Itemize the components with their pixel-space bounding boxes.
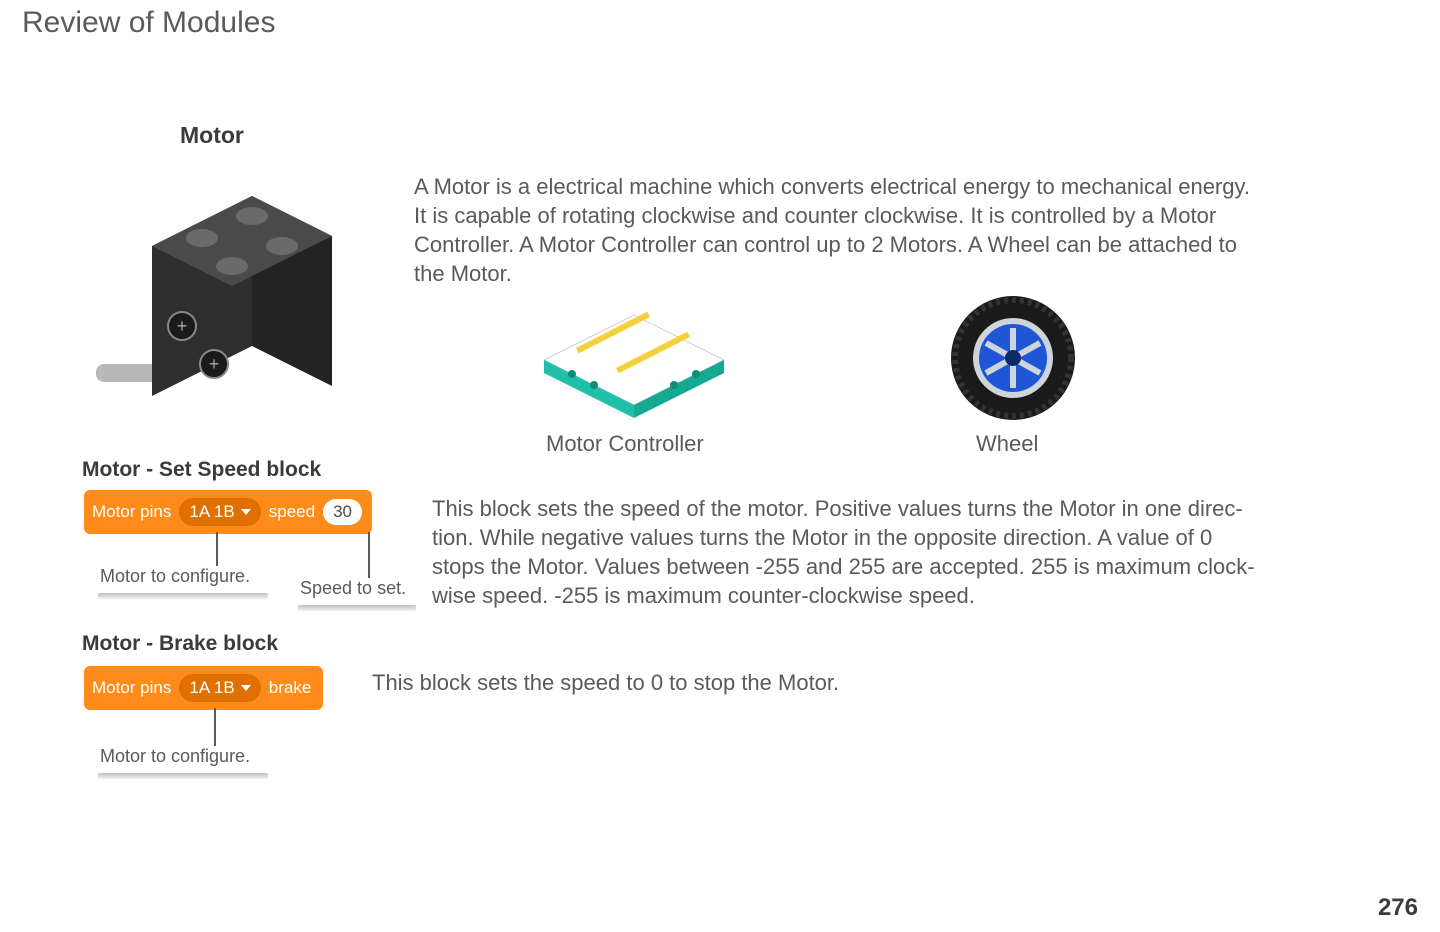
motor-illustration: + + bbox=[82, 166, 362, 446]
set-speed-block: Motor pins 1A 1B speed 30 bbox=[84, 490, 372, 534]
set-speed-dropdown: 1A 1B bbox=[179, 498, 260, 526]
motor-controller-illustration bbox=[524, 290, 744, 420]
annotation-arrow bbox=[216, 532, 218, 566]
annotation-arrow bbox=[214, 708, 216, 746]
annotation-speed-set-text: Speed to set. bbox=[298, 576, 412, 603]
chevron-down-icon bbox=[241, 509, 251, 515]
annotation-speed-set: Speed to set. bbox=[298, 576, 416, 611]
set-speed-mid: speed bbox=[267, 502, 317, 522]
page-title: Review of Modules bbox=[22, 6, 275, 40]
brake-title: Motor - Brake block bbox=[82, 632, 278, 656]
motor-description: A Motor is a electrical machine which co… bbox=[414, 172, 1260, 288]
annotation-brake-motor-configure: Motor to configure. bbox=[98, 744, 268, 779]
page-number: 276 bbox=[1378, 894, 1418, 922]
set-speed-dropdown-value: 1A 1B bbox=[189, 502, 234, 522]
brake-suffix: brake bbox=[267, 678, 314, 698]
motor-section-title: Motor bbox=[180, 122, 244, 149]
set-speed-prefix: Motor pins bbox=[90, 502, 173, 522]
brake-block: Motor pins 1A 1B brake bbox=[84, 666, 323, 710]
set-speed-value: 30 bbox=[323, 499, 362, 525]
brake-dropdown: 1A 1B bbox=[179, 674, 260, 702]
set-speed-title: Motor - Set Speed block bbox=[82, 458, 321, 482]
annotation-arrow bbox=[368, 532, 370, 578]
brake-prefix: Motor pins bbox=[90, 678, 173, 698]
svg-text:+: + bbox=[177, 316, 188, 336]
set-speed-description: This block sets the speed of the motor. … bbox=[432, 494, 1262, 610]
brake-dropdown-value: 1A 1B bbox=[189, 678, 234, 698]
chevron-down-icon bbox=[241, 685, 251, 691]
wheel-illustration bbox=[938, 288, 1088, 428]
svg-text:+: + bbox=[209, 354, 220, 374]
annotation-motor-configure-text: Motor to configure. bbox=[98, 564, 256, 591]
annotation-brake-motor-configure-text: Motor to configure. bbox=[98, 744, 256, 771]
motor-controller-label: Motor Controller bbox=[546, 431, 704, 457]
brake-description: This block sets the speed to 0 to stop t… bbox=[372, 670, 1072, 696]
wheel-label: Wheel bbox=[976, 431, 1038, 457]
annotation-motor-configure: Motor to configure. bbox=[98, 564, 268, 599]
